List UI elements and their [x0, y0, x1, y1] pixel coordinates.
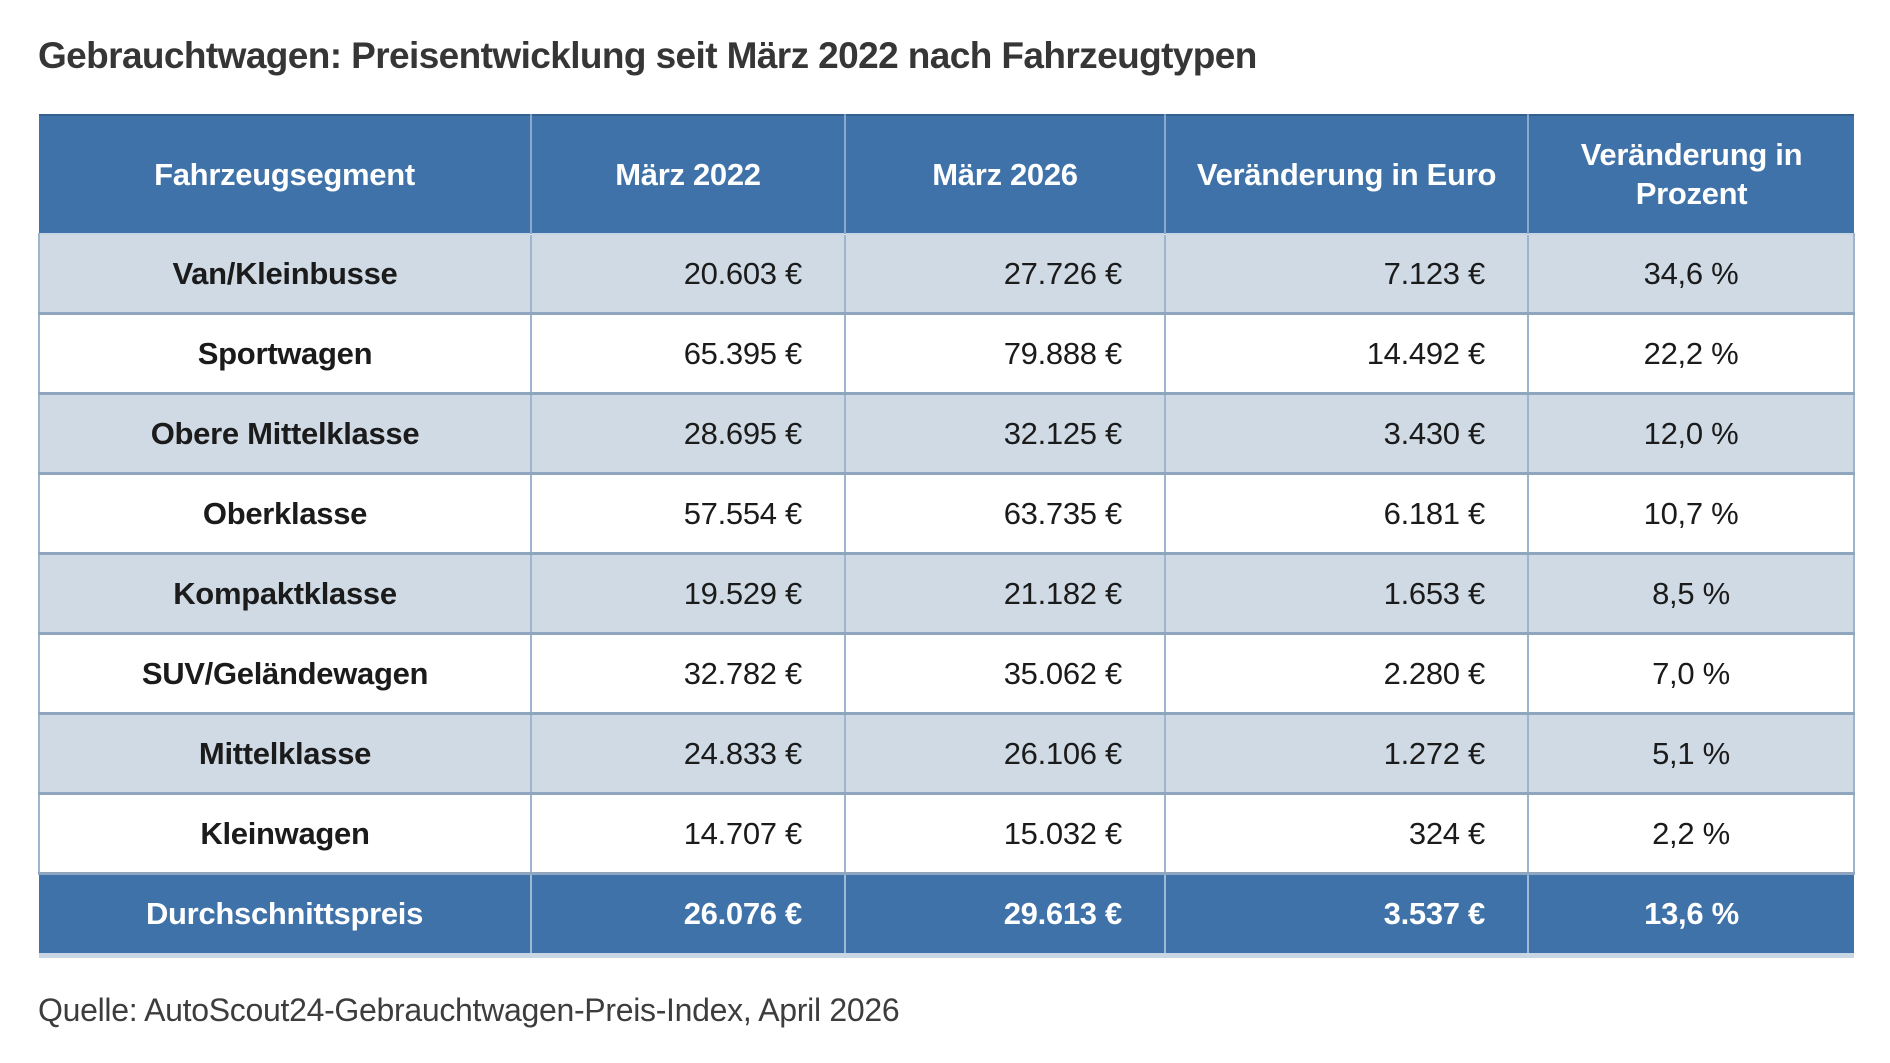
segment-cell: Obere Mittelklasse	[38, 392, 532, 474]
table-row: Mittelklasse 24.833 €26.106 €1.272 €5,1 %	[38, 712, 1855, 794]
change-euro-cell: 2.280 €	[1165, 632, 1529, 714]
price-2022-cell: 20.603 €	[531, 233, 846, 314]
table-footer: Durchschnittspreis 26.076 €29.613 €3.537 …	[39, 872, 1854, 959]
change-euro-cell: 324 €	[1165, 792, 1529, 874]
change-percent-cell: 22,2 %	[1528, 312, 1855, 394]
segment-cell: Kompaktklasse	[38, 552, 532, 634]
change-euro-cell: 6.181 €	[1165, 472, 1529, 554]
price-2026-cell: 21.182 €	[845, 552, 1166, 634]
change-euro-cell: 3.430 €	[1165, 392, 1529, 474]
price-2022-cell: 57.554 €	[531, 472, 846, 554]
change-euro-cell: 7.123 €	[1165, 233, 1529, 314]
change-euro-cell: 1.653 €	[1165, 552, 1529, 634]
table-row: Sportwagen 65.395 €79.888 €14.492 €22,2 %	[38, 312, 1855, 394]
table-row: Kleinwagen 14.707 €15.032 €324 €2,2 %	[38, 792, 1855, 874]
segment-cell: SUV/Geländewagen	[38, 632, 532, 714]
table-row: Kompaktklasse 19.529 €21.182 €1.653 €8,5 …	[38, 552, 1855, 634]
page: Gebrauchtwagen: Preisentwicklung seit Mä…	[38, 35, 1855, 1029]
price-2026-cell: 63.735 €	[845, 472, 1166, 554]
summary-row: Durchschnittspreis 26.076 €29.613 €3.537 …	[39, 872, 1854, 959]
column-header-segment: Fahrzeugsegment	[39, 114, 532, 235]
segment-cell: Sportwagen	[38, 312, 532, 394]
change-percent-cell: 5,1 %	[1528, 712, 1855, 794]
summary-change-euro-cell: 3.537 €	[1165, 872, 1529, 959]
price-2022-cell: 65.395 €	[531, 312, 846, 394]
column-header-price-2022: März 2022	[531, 114, 846, 235]
change-percent-cell: 8,5 %	[1528, 552, 1855, 634]
change-percent-cell: 34,6 %	[1528, 233, 1855, 314]
page-title: Gebrauchtwagen: Preisentwicklung seit Mä…	[38, 35, 1257, 76]
change-percent-cell: 7,0 %	[1528, 632, 1855, 714]
header-row: Fahrzeugsegment März 2022 März 2026 Verände…	[39, 114, 1854, 235]
table-row: Oberklasse 57.554 €63.735 €6.181 €10,7 %	[38, 472, 1855, 554]
column-header-change-euro: Veränderung in Euro	[1165, 114, 1529, 235]
summary-change-percent-cell: 13,6 %	[1528, 872, 1854, 959]
summary-segment-cell: Durchschnittspreis	[39, 872, 532, 959]
price-table: Fahrzeugsegment März 2022 März 2026 Verände…	[38, 114, 1855, 959]
column-header-price-2026: März 2026	[845, 114, 1166, 235]
segment-cell: Mittelklasse	[38, 712, 532, 794]
segment-cell: Kleinwagen	[38, 792, 532, 874]
table-row: Obere Mittelklasse 28.695 €32.125 €3.430 …	[38, 392, 1855, 474]
change-euro-cell: 1.272 €	[1165, 712, 1529, 794]
change-percent-cell: 2,2 %	[1528, 792, 1855, 874]
summary-price-2022-cell: 26.076 €	[531, 872, 846, 959]
source-note: Quelle: AutoScout24-Gebrauchtwagen-Preis…	[38, 992, 900, 1029]
price-2026-cell: 27.726 €	[845, 233, 1166, 314]
price-2026-cell: 35.062 €	[845, 632, 1166, 714]
segment-cell: Oberklasse	[38, 472, 532, 554]
change-euro-cell: 14.492 €	[1165, 312, 1529, 394]
price-2022-cell: 32.782 €	[531, 632, 846, 714]
price-2026-cell: 26.106 €	[845, 712, 1166, 794]
price-2026-cell: 15.032 €	[845, 792, 1166, 874]
price-2026-cell: 32.125 €	[845, 392, 1166, 474]
change-percent-cell: 12,0 %	[1528, 392, 1855, 474]
segment-cell: Van/Kleinbusse	[38, 233, 532, 314]
summary-price-2026-cell: 29.613 €	[845, 872, 1166, 959]
table-row: SUV/Geländewagen 32.782 €35.062 €2.280 €7…	[38, 632, 1855, 714]
table-row: Van/Kleinbusse 20.603 €27.726 €7.123 €34,…	[38, 233, 1855, 314]
price-2026-cell: 79.888 €	[845, 312, 1166, 394]
table-body: Van/Kleinbusse 20.603 €27.726 €7.123 €34,…	[38, 233, 1855, 874]
price-2022-cell: 28.695 €	[531, 392, 846, 474]
column-header-change-percent: Veränderung in Prozent	[1528, 114, 1854, 235]
price-2022-cell: 19.529 €	[531, 552, 846, 634]
change-percent-cell: 10,7 %	[1528, 472, 1855, 554]
table-header: Fahrzeugsegment März 2022 März 2026 Verände…	[39, 114, 1854, 235]
price-2022-cell: 24.833 €	[531, 712, 846, 794]
price-2022-cell: 14.707 €	[531, 792, 846, 874]
